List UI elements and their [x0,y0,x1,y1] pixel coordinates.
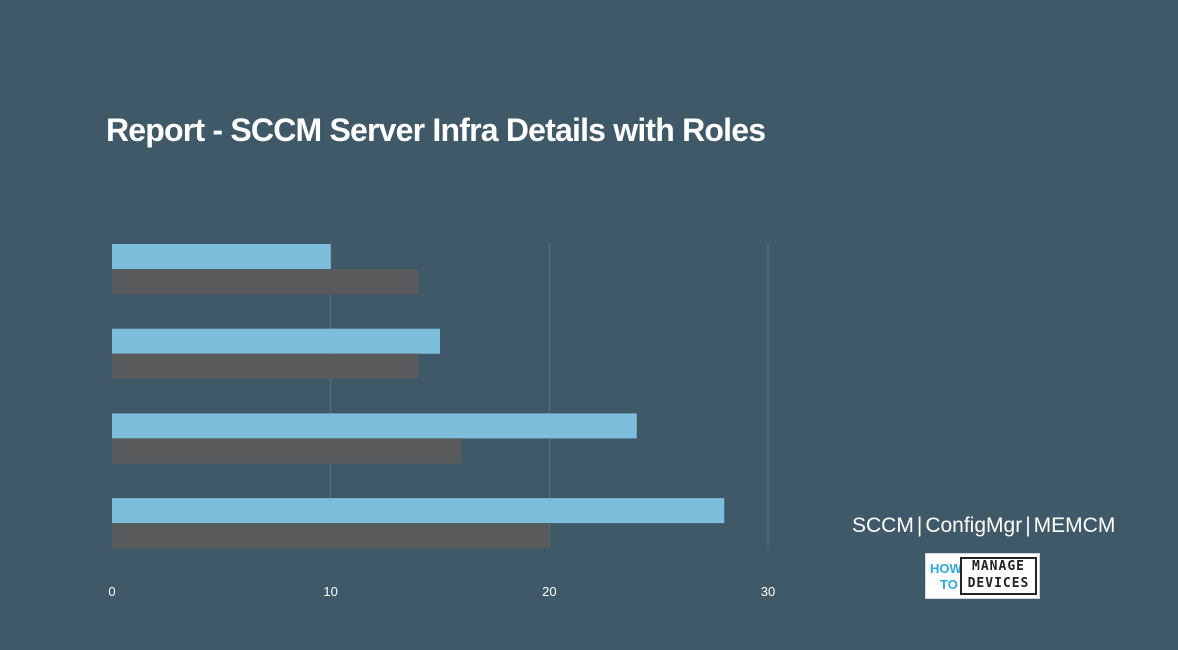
report-title: Report - SCCM Server Infra Details with … [106,112,766,148]
brand-item-configmgr: ConfigMgr [925,514,1023,537]
brand-tagline: SCCM | ConfigMgr | MEMCM [852,514,1115,538]
howto-manage-devices-logo: HOW TO MANAGE DEVICES [925,553,1040,599]
x-axis-ticks: 0 10 20 30 [108,584,775,599]
bar-series-2-row-1 [112,269,419,294]
logo-manage-text: MANAGE [972,559,1025,574]
brand-item-sccm: SCCM [852,514,914,537]
logo-to-text: TO [940,577,958,592]
bar-series-2-row-2 [112,353,419,379]
logo-devices-text: DEVICES [967,576,1030,591]
bar-series-1-row-1 [112,244,331,269]
x-tick-label: 30 [761,584,775,599]
logo-frame: MANAGE DEVICES [960,557,1037,595]
bar-series-2-row-3 [112,438,462,464]
bars [112,244,725,549]
brand-separator: | [1025,514,1031,537]
bar-series-1-row-4 [112,498,725,524]
x-tick-label: 20 [542,584,556,599]
logo-how-text: HOW [930,561,962,576]
x-tick-label: 0 [108,584,115,599]
bar-series-2-row-4 [112,523,550,549]
brand-item-memcm: MEMCM [1033,514,1116,537]
brand-separator: | [916,514,923,537]
bar-series-1-row-2 [112,328,440,354]
bar-series-1-row-3 [112,413,637,439]
x-tick-label: 10 [323,584,337,599]
